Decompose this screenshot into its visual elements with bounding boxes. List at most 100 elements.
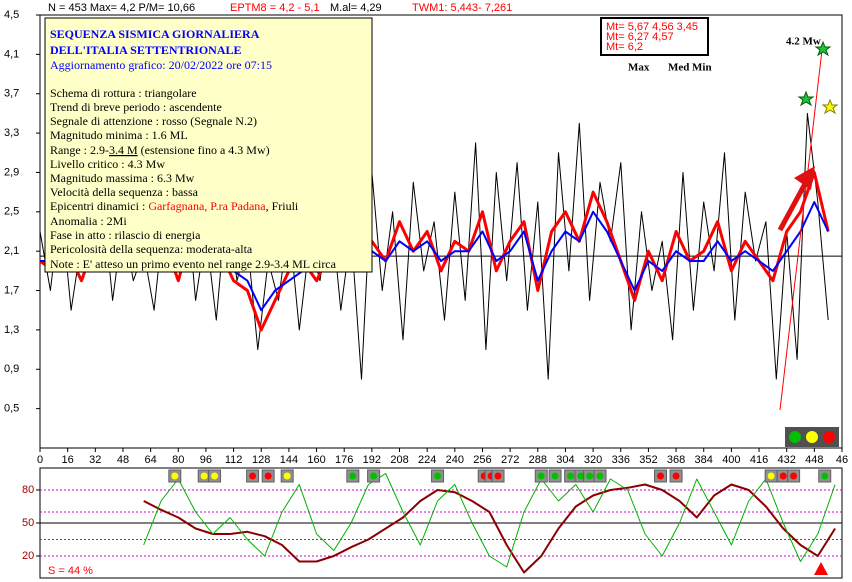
- annotation: 4.2 Mw: [786, 36, 821, 48]
- signal-triangle: [814, 562, 828, 575]
- header-eptm: EPTM8 = 4,2 - 5,1: [230, 2, 320, 14]
- x-tick-label: 240: [446, 454, 464, 466]
- signal-dot: [790, 472, 798, 480]
- info-line: Velocità della sequenza : bassa: [50, 185, 199, 199]
- signal-dot: [264, 472, 272, 480]
- x-tick-label: 32: [89, 454, 101, 466]
- x-tick-label: 176: [335, 454, 353, 466]
- x-tick-label: 416: [750, 454, 768, 466]
- y-tick-label: 1,3: [4, 324, 19, 336]
- x-tick-label: 320: [584, 454, 602, 466]
- signal-dot: [586, 472, 594, 480]
- signal-dot: [551, 472, 559, 480]
- info-line: Range : 2.9-3.4 M (estensione fino a 4.3…: [50, 143, 270, 157]
- info-line: Livello critico : 4.3 Mw: [50, 157, 165, 171]
- y-tick-label: 3,7: [4, 88, 19, 100]
- y-tick-label: 4,5: [4, 9, 19, 21]
- signal-dot: [283, 472, 291, 480]
- x-tick-label: 208: [390, 454, 408, 466]
- signal-dot: [596, 472, 604, 480]
- info-line: Fase in atto : rilascio di energia: [50, 228, 201, 242]
- legend-row: Mt= 5,67 4,56 3,45: [606, 21, 698, 33]
- info-updated: Aggiornamento grafico: 20/02/2022 ore 07…: [50, 58, 272, 72]
- x-tick-label: 304: [556, 454, 574, 466]
- y-tick-label: 2,1: [4, 245, 19, 257]
- signal-dot: [494, 472, 502, 480]
- x-tick-label: 96: [200, 454, 212, 466]
- legend-row: Mt= 6,27 4,57: [606, 31, 674, 43]
- trend-line: [779, 49, 823, 411]
- legend-row: Mt= 6,2: [606, 41, 643, 53]
- y-tick-label: 0,9: [4, 363, 19, 375]
- info-part: (estensione fino a 4.3 Mw): [138, 143, 270, 157]
- y-tick-label: 2,5: [4, 206, 19, 218]
- signal-dot: [567, 472, 575, 480]
- x-tick-label: 128: [252, 454, 270, 466]
- info-title: DELL'ITALIA SETTENTRIONALE: [50, 43, 242, 57]
- header-twm: TWM1: 5,443- 7,261: [412, 2, 512, 14]
- signal-dot: [672, 472, 680, 480]
- signal-dot: [537, 472, 545, 480]
- arrow-head: [794, 166, 815, 190]
- signal-dot: [767, 472, 775, 480]
- legend-box: [600, 17, 709, 56]
- x-tick-label: 336: [612, 454, 630, 466]
- info-title: SEQUENZA SISMICA GIORNALIERA: [50, 27, 260, 41]
- y-tick-label: 20: [22, 550, 34, 562]
- info-part: , Friuli: [266, 199, 299, 213]
- signal-dot: [349, 472, 357, 480]
- x-tick-label: 160: [307, 454, 325, 466]
- legend-column: Min: [692, 62, 712, 74]
- x-tick-label: 448: [805, 454, 823, 466]
- y-tick-label: 1,7: [4, 284, 19, 296]
- info-background: [44, 17, 373, 273]
- header-mal: M.al= 4,29: [330, 2, 382, 14]
- info-box: SEQUENZA SISMICA GIORNALIERA DELL'ITALIA…: [44, 17, 373, 273]
- signal-dot: [821, 472, 829, 480]
- signal-dot: [434, 472, 442, 480]
- info-line: Magnitudo minima : 1.6 ML: [50, 128, 188, 142]
- x-tick-label: 384: [695, 454, 713, 466]
- star: [797, 90, 815, 107]
- panel-label: S = 44 %: [48, 565, 93, 577]
- y-tick-label: 80: [22, 484, 34, 496]
- legend-column: Max: [628, 62, 650, 74]
- x-tick-label: 80: [172, 454, 184, 466]
- x-tick-label: 368: [667, 454, 685, 466]
- signal-dot: [779, 472, 787, 480]
- x-tick-label: 192: [363, 454, 381, 466]
- info-line: Magnitudo massima : 6.3 Mw: [50, 171, 195, 185]
- signal-dot: [370, 472, 378, 480]
- info-part: Garfagnana, P.ra Padana: [148, 199, 266, 213]
- signal-dot: [171, 472, 179, 480]
- info-line: Epicentri dinamici : Garfagnana, P.ra Pa…: [50, 199, 299, 213]
- info-line: Anomalia : 2Mi: [50, 214, 127, 228]
- y-tick-label: 50: [22, 517, 34, 529]
- signal-dot: [577, 472, 585, 480]
- series-line: [143, 483, 836, 574]
- x-tick-label: 144: [280, 454, 298, 466]
- signal-dot: [249, 472, 257, 480]
- x-tick-label: 112: [225, 454, 243, 466]
- arrow-shaft: [777, 180, 809, 232]
- x-tick-label: 16: [62, 454, 74, 466]
- x-tick-label: 288: [529, 454, 547, 466]
- y-tick-label: 2,9: [4, 166, 19, 178]
- info-part: Range : 2.9-: [50, 143, 109, 157]
- x-tick-label: 352: [639, 454, 657, 466]
- star: [814, 40, 832, 57]
- light-yellow: [806, 431, 818, 443]
- y-tick-label: 3,3: [4, 127, 19, 139]
- x-tick-label: 48: [117, 454, 129, 466]
- x-tick-label: 272: [501, 454, 519, 466]
- signal-dot: [200, 472, 208, 480]
- info-line: Segnale di attenzione : rosso (Segnale N…: [50, 114, 257, 128]
- info-part: 3.4 M: [109, 143, 138, 157]
- signal-dot: [211, 472, 219, 480]
- info-line: Trend di breve periodo : ascendente: [50, 100, 222, 114]
- y-tick-label: 4,1: [4, 48, 19, 60]
- light-red: [823, 431, 835, 443]
- signal-dot: [657, 472, 665, 480]
- x-tick-label: 0: [37, 454, 43, 466]
